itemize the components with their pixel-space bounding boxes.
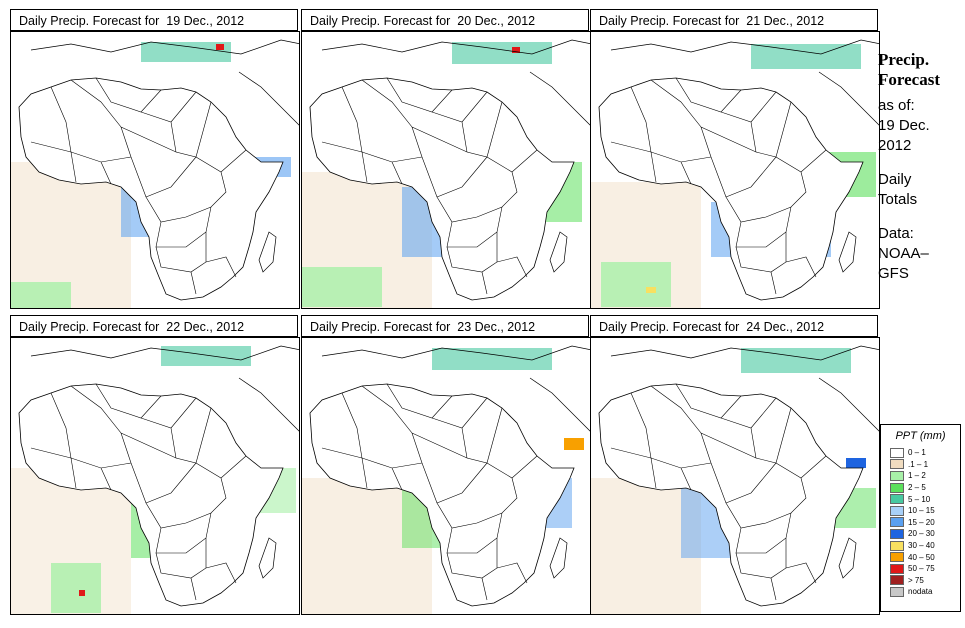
legend-label: nodata	[908, 587, 933, 597]
as-of-year: 2012	[878, 137, 912, 154]
legend-swatch	[890, 563, 904, 574]
legend-swatch	[890, 505, 904, 516]
legend-swatch	[890, 470, 904, 481]
legend-item: 10 – 15	[890, 505, 960, 517]
legend-label: 30 – 40	[908, 541, 935, 551]
legend-label: 20 – 30	[908, 529, 935, 539]
legend-item: 2 – 5	[890, 482, 960, 494]
legend-label: 1 – 2	[908, 471, 926, 481]
legend-swatch	[890, 540, 904, 551]
legend-swatch	[890, 586, 904, 597]
panel-title: Daily Precip. Forecast for 21 Dec., 2012	[590, 9, 878, 31]
heading: Precip.	[878, 50, 930, 69]
forecast-panel-20-dec: Daily Precip. Forecast for 20 Dec., 2012	[301, 9, 591, 309]
legend-item: .1 – 1	[890, 459, 960, 471]
panel-title: Daily Precip. Forecast for 20 Dec., 2012	[301, 9, 589, 31]
forecast-map	[10, 337, 300, 615]
panel-title: Daily Precip. Forecast for 19 Dec., 2012	[10, 9, 298, 31]
legend-swatch	[890, 459, 904, 470]
forecast-map	[301, 31, 591, 309]
legend-item: 15 – 20	[890, 517, 960, 529]
legend-item: nodata	[890, 586, 960, 598]
panel-title: Daily Precip. Forecast for 24 Dec., 2012	[590, 315, 878, 337]
totals-label: Totals	[878, 191, 918, 208]
legend-label: 40 – 50	[908, 552, 935, 562]
data-source-model: GFS	[878, 265, 909, 282]
data-source: NOAA–	[878, 245, 929, 262]
forecast-panel-21-dec: Daily Precip. Forecast for 21 Dec., 2012	[590, 9, 880, 309]
forecast-map	[10, 31, 300, 309]
legend-label: 5 – 10	[908, 494, 931, 504]
legend-label: 10 – 15	[908, 506, 935, 516]
legend-item: > 75	[890, 575, 960, 587]
legend-swatch	[890, 447, 904, 458]
forecast-info: Precip. Forecast as of: 19 Dec. 2012 Dai…	[878, 50, 963, 284]
heading: Forecast	[878, 70, 940, 89]
legend-label: .1 – 1	[908, 459, 929, 469]
legend-title: PPT (mm)	[895, 430, 946, 442]
panel-title: Daily Precip. Forecast for 22 Dec., 2012	[10, 315, 298, 337]
daily-label: Daily	[878, 171, 912, 188]
as-of-label: as of:	[878, 97, 915, 114]
legend-swatch	[890, 482, 904, 493]
legend-swatch	[890, 517, 904, 528]
legend-label: 50 – 75	[908, 564, 935, 574]
legend-item: 40 – 50	[890, 551, 960, 563]
data-label: Data:	[878, 225, 914, 242]
forecast-panel-19-dec: Daily Precip. Forecast for 19 Dec., 2012	[10, 9, 300, 309]
legend-swatch	[890, 494, 904, 505]
legend-item: 50 – 75	[890, 563, 960, 575]
forecast-map	[590, 337, 880, 615]
forecast-panel-22-dec: Daily Precip. Forecast for 22 Dec., 2012	[10, 315, 300, 615]
forecast-panel-23-dec: Daily Precip. Forecast for 23 Dec., 2012	[301, 315, 591, 615]
legend-label: > 75	[908, 575, 924, 585]
as-of-date: 19 Dec.	[878, 117, 930, 134]
forecast-map	[590, 31, 880, 309]
legend-item: 0 – 1	[890, 447, 960, 459]
legend-item: 30 – 40	[890, 540, 960, 552]
legend-item: 20 – 30	[890, 528, 960, 540]
legend-swatch	[890, 528, 904, 539]
legend-item: 1 – 2	[890, 470, 960, 482]
legend-swatch	[890, 575, 904, 586]
panel-title: Daily Precip. Forecast for 23 Dec., 2012	[301, 315, 589, 337]
legend-swatch	[890, 552, 904, 563]
legend-label: 15 – 20	[908, 517, 935, 527]
legend-label: 0 – 1	[908, 448, 926, 458]
legend-label: 2 – 5	[908, 483, 926, 493]
legend-item: 5 – 10	[890, 493, 960, 505]
forecast-panel-24-dec: Daily Precip. Forecast for 24 Dec., 2012	[590, 315, 880, 615]
forecast-map	[301, 337, 591, 615]
